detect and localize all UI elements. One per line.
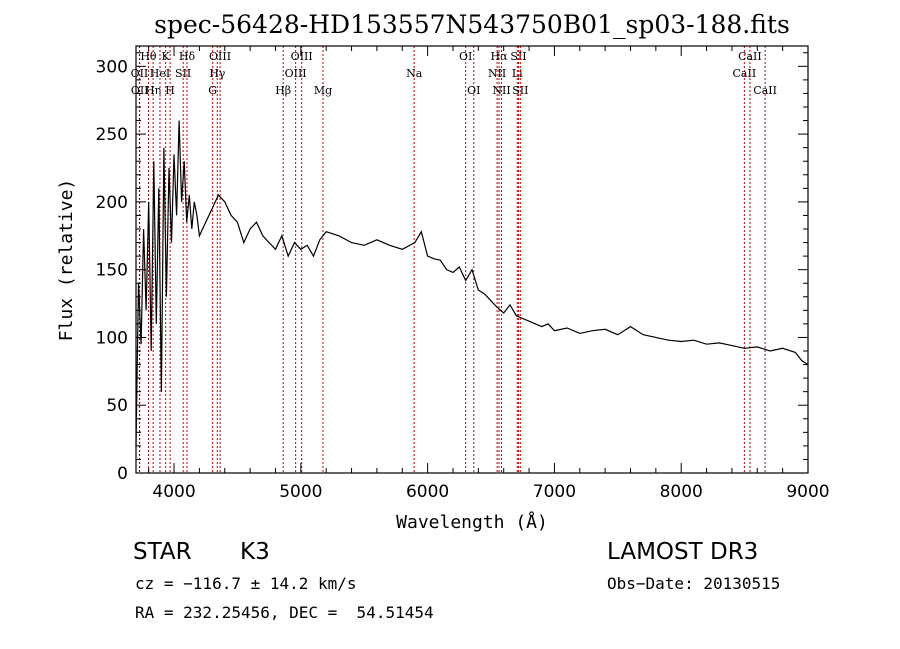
x-axis: 4000 5000 6000 7000 8000 9000 (148, 46, 830, 502)
chart-title: spec-56428-HD153557N543750B01_sp03-188.f… (154, 10, 790, 39)
object-class: STAR (133, 539, 192, 565)
y-tick-label-5: 250 (96, 125, 128, 145)
line-label-21: NII (492, 84, 510, 97)
line-label-20: Hα (490, 50, 508, 63)
line-label-10: Hγ (209, 67, 226, 80)
x-tick-label-0: 4000 (152, 482, 195, 502)
redshift-text: cz = −116.7 ± 14.2 km/s (135, 574, 357, 593)
x-tick-label-1: 5000 (279, 482, 322, 502)
line-label-7: SII (175, 67, 191, 80)
line-label-6: H (165, 84, 175, 97)
x-axis-label: Wavelength (Å) (396, 511, 548, 533)
y-tick-label-1: 50 (106, 396, 128, 416)
line-label-24: SII (512, 84, 528, 97)
line-label-0: OII (131, 67, 149, 80)
line-label-3: Hη (145, 84, 161, 97)
line-label-5: K (162, 50, 171, 63)
line-label-11: OIII (209, 50, 231, 63)
line-label-14: OIII (291, 50, 313, 63)
y-tick-label-3: 150 (96, 261, 128, 281)
y-axis: 0 50 100 150 200 250 300 (96, 52, 808, 484)
line-label-13: OIII (285, 67, 307, 80)
plot-frame (135, 45, 809, 474)
line-label-1: OII (131, 84, 149, 97)
line-label-4: HeI (150, 67, 170, 80)
line-label-12: Hβ (275, 84, 291, 97)
y-axis-label: Flux (relative) (56, 179, 77, 342)
line-label-17: OI (459, 50, 472, 63)
y-tick-label-0: 0 (117, 464, 128, 484)
line-label-16: Na (406, 67, 423, 80)
line-label-8: Hδ (179, 50, 196, 63)
line-label-9: G (208, 84, 217, 97)
line-label-26: CaII (738, 50, 762, 63)
y-tick-label-4: 200 (96, 193, 128, 213)
line-markers: OIIOIIHθHηHeIKHSIIHδGHγOIIIHβOIIIOIIIMgN… (131, 46, 777, 473)
line-label-23: SII (510, 50, 526, 63)
survey-name: LAMOST DR3 (607, 539, 759, 565)
line-label-27: CaII (753, 84, 777, 97)
spectrum-line (135, 120, 809, 446)
coordinates-text: RA = 232.25456, DEC = 54.51454 (135, 603, 434, 622)
x-tick-label-2: 6000 (406, 482, 449, 502)
line-label-2: Hθ (140, 50, 157, 63)
line-label-18: OI (467, 84, 480, 97)
obs-date-text: Obs−Date: 20130515 (607, 574, 781, 593)
object-subclass: K3 (240, 539, 270, 565)
x-tick-label-4: 8000 (660, 482, 703, 502)
line-label-22: Li (512, 67, 523, 80)
line-label-19: NII (488, 67, 506, 80)
y-tick-label-6: 300 (96, 57, 128, 77)
y-tick-label-2: 100 (96, 328, 128, 348)
x-tick-label-3: 7000 (533, 482, 576, 502)
x-tick-label-5: 9000 (786, 482, 829, 502)
line-label-25: CaII (733, 67, 757, 80)
line-label-15: Mg (314, 84, 332, 97)
